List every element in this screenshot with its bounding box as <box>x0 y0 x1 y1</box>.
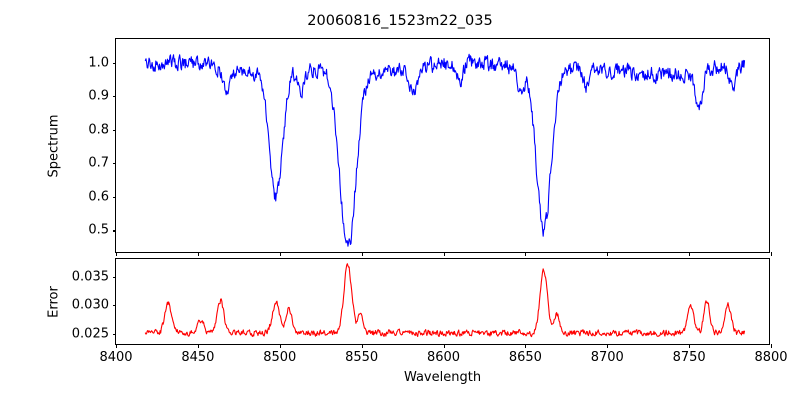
x-tick-mark <box>525 344 527 348</box>
x-tick-mark <box>116 344 118 348</box>
error-line <box>145 264 744 337</box>
spectrum-line <box>145 54 744 246</box>
y-tick-label: 0.035 <box>71 269 109 285</box>
x-tick-mark <box>771 252 773 256</box>
x-tick-label: 8450 <box>181 350 215 365</box>
x-tick-mark <box>443 252 445 256</box>
x-tick-label: 8400 <box>99 350 133 365</box>
y-tick-mark <box>112 196 116 198</box>
y-tick-mark <box>112 129 116 131</box>
x-tick-label: 8700 <box>590 350 624 365</box>
x-tick-mark <box>197 344 199 348</box>
x-tick-label: 8750 <box>672 350 706 365</box>
x-tick-mark <box>361 252 363 256</box>
error-axes: 0.025 0.030 0.035 8400 8450 8500 8550 8600 8650 8… <box>47 258 788 365</box>
y-tick-label: 0.6 <box>88 189 109 205</box>
y-tick-mark <box>112 163 116 165</box>
x-tick-mark <box>116 252 118 256</box>
spectrum-axes: 0.5 0.6 0.7 0.8 0.9 1.0 Spectrum <box>47 38 773 256</box>
x-tick-mark <box>771 344 773 348</box>
x-axis-label: Wavelength <box>403 370 482 385</box>
y-tick-mark <box>112 305 116 307</box>
x-tick-label: 8500 <box>263 350 297 365</box>
y-tick-mark <box>112 96 116 98</box>
y-tick-label: 0.025 <box>71 326 109 342</box>
x-tick-mark <box>443 344 445 348</box>
y-tick-mark <box>112 62 116 64</box>
spectrum-y-axis-label: Spectrum <box>46 114 62 177</box>
x-tick-mark <box>525 252 527 256</box>
x-tick-mark <box>689 252 691 256</box>
x-tick-mark <box>279 344 281 348</box>
x-tick-label: 8600 <box>426 350 461 365</box>
y-tick-mark <box>112 277 116 279</box>
error-y-axis-label: Error <box>46 285 62 318</box>
spectrum-plot-area <box>116 39 769 252</box>
figure-title: 20060816_1523m22_035 <box>307 13 493 29</box>
x-tick-label: 8550 <box>345 350 379 365</box>
x-tick-label: 8800 <box>754 350 788 365</box>
y-tick-mark <box>112 230 116 232</box>
x-tick-mark <box>607 344 609 348</box>
error-plot-area <box>116 259 769 344</box>
x-tick-mark <box>607 252 609 256</box>
y-tick-mark <box>112 333 116 335</box>
x-tick-mark <box>279 252 281 256</box>
x-tick-label: 8650 <box>508 350 542 365</box>
y-tick-label: 0.030 <box>71 297 109 313</box>
x-tick-mark <box>361 344 363 348</box>
x-tick-mark <box>689 344 691 348</box>
x-tick-mark <box>197 252 199 256</box>
y-tick-label: 0.7 <box>88 155 109 171</box>
y-tick-label: 0.5 <box>88 222 109 238</box>
y-tick-label: 0.9 <box>88 88 109 104</box>
y-tick-label: 1.0 <box>88 55 109 71</box>
y-tick-label: 0.8 <box>88 122 109 138</box>
